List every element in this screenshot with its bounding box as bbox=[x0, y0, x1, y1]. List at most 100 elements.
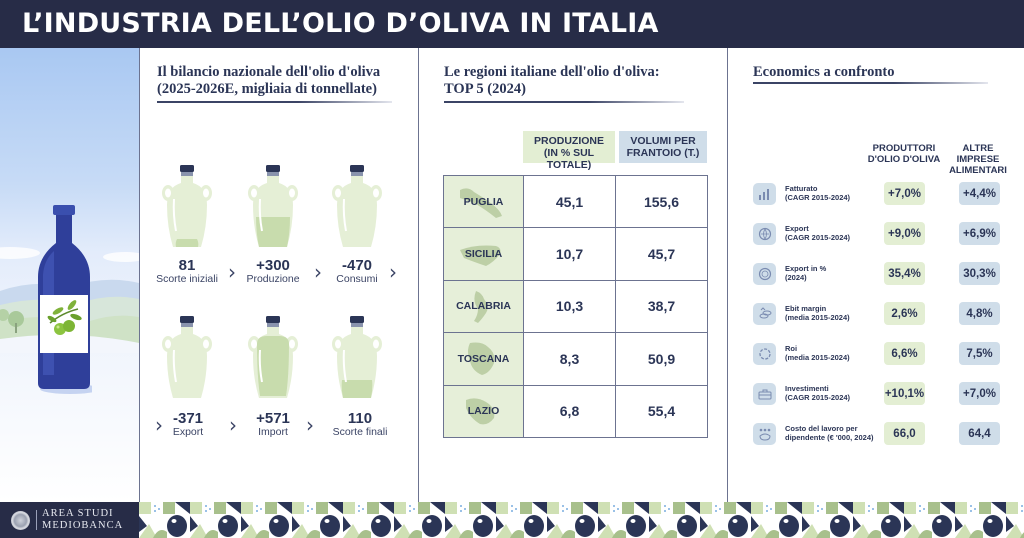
region-name: PUGLIA bbox=[463, 195, 504, 208]
metric-period: (CAGR 2015-2024) bbox=[785, 233, 851, 242]
economics-title: Economics a confronto bbox=[753, 64, 895, 80]
olive-pattern-strip bbox=[139, 502, 1024, 538]
column-header-line: ALTRE IMPRESE bbox=[956, 143, 1000, 165]
region-cell: LAZIO bbox=[443, 384, 524, 438]
metric-name: Ebit margin bbox=[785, 304, 827, 313]
amphora-icon bbox=[248, 165, 298, 247]
metric-label: Export (CAGR 2015-2024) bbox=[785, 224, 885, 242]
amphora-icon bbox=[332, 316, 382, 398]
balance-title-line-1: Il bilancio nazionale dell'olio d'oliva bbox=[157, 64, 381, 80]
lazio-map-icon bbox=[466, 397, 495, 424]
metric-period: (media 2015-2024) bbox=[785, 353, 850, 362]
column-header-line: PRODUZIONE bbox=[533, 135, 604, 147]
metric-period: (media 2015-2024) bbox=[785, 313, 850, 322]
logo-line-1: AREA STUDI bbox=[42, 508, 114, 519]
metric-name: Fatturato bbox=[785, 184, 818, 193]
metric-label: Ebit margin (media 2015-2024) bbox=[785, 304, 885, 322]
balance-title: Il bilancio nazionale dell'olio d'oliva … bbox=[157, 64, 380, 98]
balance-value: 81 bbox=[178, 257, 196, 274]
metric-name: Costo del lavoro per bbox=[785, 424, 858, 433]
balance-value: 110 bbox=[347, 410, 373, 427]
share-value: 10,3 bbox=[523, 279, 616, 334]
olive-producers-value: 35,4% bbox=[884, 262, 925, 285]
metric-name: Export in % bbox=[785, 264, 827, 273]
amphora-icon bbox=[332, 165, 382, 247]
column-header-olive-producers: PRODUTTORI D'OLIO D'OLIVA bbox=[862, 143, 946, 165]
region-cell: PUGLIA bbox=[443, 174, 524, 229]
column-header-line: PRODUTTORI bbox=[872, 143, 936, 154]
regions-title-line-2: TOP 5 (2024) bbox=[444, 81, 526, 97]
cycle-icon bbox=[753, 343, 776, 365]
share-value: 10,7 bbox=[523, 227, 616, 281]
table-row: SICILIA 10,7 45,7 bbox=[443, 227, 708, 281]
olive-pattern-icon bbox=[139, 502, 1024, 538]
sicilia-map-icon bbox=[460, 245, 501, 267]
region-name: CALABRIA bbox=[456, 300, 511, 313]
other-food-value: 64,4 bbox=[959, 422, 1000, 445]
coins-icon bbox=[753, 303, 776, 325]
olive-producers-value: 2,6% bbox=[884, 302, 925, 325]
other-food-value: +6,9% bbox=[959, 222, 1000, 245]
metric-period: (CAGR 2015-2024) bbox=[785, 393, 851, 402]
column-header-line: FRANTOIO (T.) bbox=[626, 147, 700, 159]
column-header-production: PRODUZIONE (IN % SUL TOTALE) bbox=[523, 131, 615, 171]
region-name: TOSCANA bbox=[457, 352, 510, 365]
share-value: 45,1 bbox=[523, 174, 616, 229]
amphora-icon bbox=[162, 316, 212, 398]
balance-value: -371 bbox=[172, 410, 204, 427]
bar-chart-icon bbox=[753, 183, 776, 205]
metric-period: (CAGR 2015-2024) bbox=[785, 193, 851, 202]
globe-percent-icon bbox=[753, 263, 776, 285]
chevron-right-icon: › bbox=[306, 413, 314, 437]
logo-separator bbox=[36, 510, 37, 530]
balance-title-line-2: (2025-2026E, migliaia di tonnellate) bbox=[157, 81, 377, 97]
balance-label: Consumi bbox=[336, 273, 378, 285]
metric-label: Costo del lavoro per dipendente (€ '000, … bbox=[785, 424, 885, 442]
other-food-value: 7,5% bbox=[959, 342, 1000, 365]
metric-label: Roi (media 2015-2024) bbox=[785, 344, 885, 362]
economics-row-ebit: Ebit margin (media 2015-2024) 2,6% 4,8% bbox=[753, 302, 1013, 329]
region-cell: SICILIA bbox=[443, 227, 524, 281]
region-cell: TOSCANA bbox=[443, 332, 524, 386]
column-header-line: VOLUMI PER bbox=[630, 135, 696, 147]
chevron-right-icon: › bbox=[229, 413, 237, 437]
region-name: SICILIA bbox=[464, 248, 503, 261]
metric-period: dipendente (€ '000, 2024) bbox=[785, 433, 874, 442]
table-row: CALABRIA 10,3 38,7 bbox=[443, 279, 708, 334]
column-header-line: ALIMENTARI bbox=[949, 165, 1007, 176]
olive-producers-value: 66,0 bbox=[884, 422, 925, 445]
chevron-right-icon: › bbox=[314, 260, 322, 284]
share-value: 6,8 bbox=[523, 384, 616, 438]
balance-label: Scorte iniziali bbox=[156, 273, 218, 285]
share-value: 8,3 bbox=[523, 332, 616, 386]
economics-row-investimenti: Investimenti (CAGR 2015-2024) +10,1% +7,0… bbox=[753, 382, 1013, 409]
olive-oil-bottle-icon bbox=[38, 205, 92, 394]
balance-label: Export bbox=[172, 426, 204, 438]
toolbox-icon bbox=[753, 383, 776, 405]
economics-row-costo-lavoro: Costo del lavoro per dipendente (€ '000, … bbox=[753, 422, 1013, 449]
balance-title-rule bbox=[157, 101, 392, 103]
divider-right bbox=[727, 48, 728, 502]
logo-line-2: MEDIOBANCA bbox=[42, 520, 124, 531]
volume-value: 38,7 bbox=[615, 279, 708, 334]
globe-arrows-icon bbox=[753, 223, 776, 245]
balance-label: Produzione bbox=[246, 273, 300, 285]
olive-producers-value: 6,6% bbox=[884, 342, 925, 365]
divider-middle bbox=[418, 48, 419, 502]
volume-value: 155,6 bbox=[615, 174, 708, 229]
regions-table: PUGLIA 45,1 155,6 SICILIA 10,7 45,7 CALA… bbox=[443, 174, 708, 438]
divider-left bbox=[139, 48, 140, 502]
logo-text: AREA STUDI MEDIOBANCA bbox=[42, 508, 123, 532]
mediobanca-logo: AREA STUDI MEDIOBANCA bbox=[0, 502, 139, 538]
bottle-illustration-panel bbox=[0, 48, 139, 502]
calabria-map-icon bbox=[474, 290, 488, 323]
economics-row-roi: Roi (media 2015-2024) 6,6% 7,5% bbox=[753, 342, 1013, 369]
column-header-volume: VOLUMI PER FRANTOIO (T.) bbox=[619, 131, 707, 163]
balance-value: +300 bbox=[256, 257, 290, 274]
other-food-value: 4,8% bbox=[959, 302, 1000, 325]
workers-icon bbox=[753, 423, 776, 445]
column-header-line: D'OLIO D'OLIVA bbox=[867, 154, 941, 165]
metric-name: Investimenti bbox=[785, 384, 829, 393]
column-header-line: (IN % SUL TOTALE) bbox=[543, 147, 595, 171]
chevron-right-icon: › bbox=[155, 413, 163, 437]
